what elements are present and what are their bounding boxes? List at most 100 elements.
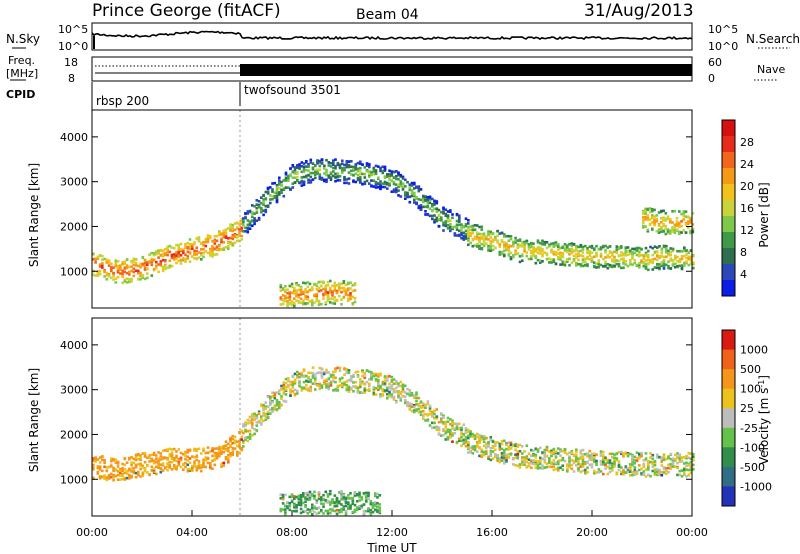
heatmap-cell (671, 210, 674, 213)
heatmap-cell (343, 373, 346, 376)
heatmap-cell (518, 466, 522, 469)
heatmap-cell (103, 465, 106, 469)
heatmap-cell (545, 465, 549, 469)
heatmap-cell (220, 238, 223, 242)
heatmap-cell (665, 247, 668, 251)
heatmap-cell (325, 168, 328, 172)
heatmap-cell (692, 459, 695, 462)
heatmap-cell (554, 461, 558, 465)
heatmap-cell (302, 302, 305, 306)
heatmap-cell (359, 380, 362, 384)
heatmap-cell (568, 249, 571, 252)
heatmap-cell (202, 255, 205, 259)
heatmap-cell (335, 502, 339, 505)
heatmap-cell (399, 399, 403, 402)
heatmap-cell (559, 448, 562, 451)
heatmap-cell (415, 391, 418, 394)
heatmap-cell (159, 264, 163, 267)
heatmap-cell (139, 263, 142, 267)
heatmap-cell (134, 264, 138, 267)
heatmap-cell (559, 263, 562, 266)
heatmap-cell (338, 288, 341, 292)
heatmap-cell (543, 251, 547, 254)
heatmap-cell (262, 419, 265, 423)
heatmap-cell (514, 249, 517, 252)
heatmap-cell (323, 382, 326, 386)
heatmap-cell (550, 261, 553, 264)
heatmap-cell (123, 278, 127, 282)
heatmap-cell (161, 463, 165, 467)
heatmap-cell (449, 428, 452, 432)
heatmap-cell (224, 228, 228, 232)
heatmap-cell (559, 454, 562, 457)
heatmap-cell (336, 366, 340, 370)
heatmap-cell (593, 247, 596, 250)
heatmap-cell (381, 382, 385, 386)
heatmap-cell (307, 375, 310, 379)
heatmap-cell (311, 301, 314, 304)
heatmap-cell (354, 166, 358, 169)
heatmap-cell (304, 510, 307, 513)
heatmap-cell (383, 167, 387, 171)
heatmap-cell (503, 249, 506, 253)
heatmap-cell (604, 456, 607, 459)
heatmap-cell (168, 447, 172, 451)
heatmap-cell (314, 376, 317, 379)
heatmap-cell (525, 251, 529, 254)
heatmap-cell (642, 470, 646, 473)
heatmap-cell (112, 271, 115, 275)
heatmap-cell (360, 504, 364, 508)
heatmap-cell (191, 464, 194, 468)
power-y-tick-label: 2000 (60, 220, 88, 233)
heatmap-cell (669, 465, 673, 468)
heatmap-cell (446, 224, 450, 227)
heatmap-cell (161, 449, 165, 452)
heatmap-cell (262, 198, 265, 201)
heatmap-cell (647, 253, 650, 257)
heatmap-cell (509, 244, 513, 248)
heatmap-cell (689, 231, 692, 235)
heatmap-cell (220, 233, 223, 236)
heatmap-cell (404, 194, 407, 197)
heatmap-cell (563, 246, 567, 249)
heatmap-cell (114, 458, 118, 461)
heatmap-cell (413, 201, 416, 204)
heatmap-cell (305, 165, 308, 168)
heatmap-cell (683, 456, 686, 459)
heatmap-cell (333, 501, 337, 505)
heatmap-cell (152, 470, 156, 474)
heatmap-cell (293, 503, 296, 507)
heatmap-cell (155, 465, 158, 469)
heatmap-cell (408, 186, 412, 189)
heatmap-cell (579, 457, 583, 460)
heatmap-cell (392, 395, 396, 399)
heatmap-cell (334, 167, 337, 170)
heatmap-cell (550, 242, 553, 246)
heatmap-cell (98, 475, 102, 478)
heatmap-cell (340, 282, 343, 286)
heatmap-cell (602, 257, 605, 261)
heatmap-cell (507, 235, 511, 238)
heatmap-cell (512, 463, 515, 466)
heatmap-cell (579, 245, 583, 249)
heatmap-cell (173, 257, 176, 260)
heatmap-cell (635, 248, 639, 252)
heatmap-cell (255, 413, 259, 417)
heatmap-cell (473, 224, 477, 227)
heatmap-cell (588, 250, 592, 253)
heatmap-cell (143, 265, 147, 268)
heatmap-cell (280, 180, 283, 184)
heatmap-cell (455, 423, 459, 426)
heatmap-cell (503, 254, 506, 258)
heatmap-cell (123, 260, 127, 264)
heatmap-cell (635, 470, 639, 473)
heatmap-cell (182, 257, 185, 260)
cpid-segment-twofsound: twofsound 3501 (244, 83, 341, 97)
heatmap-cell (646, 216, 650, 220)
heatmap-cell (523, 245, 526, 249)
heatmap-cell (428, 207, 432, 211)
heatmap-cell (559, 258, 562, 261)
heatmap-cell (128, 273, 131, 276)
heatmap-cell (314, 373, 317, 376)
heatmap-cell (338, 509, 341, 512)
